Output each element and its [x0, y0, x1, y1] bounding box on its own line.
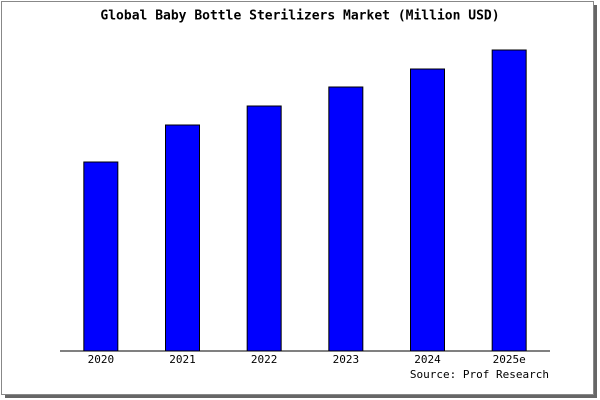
bar [165, 124, 200, 352]
x-tick-label: 2021 [169, 353, 196, 366]
x-tick-label: 2024 [414, 353, 441, 366]
x-tick-label: 2022 [251, 353, 278, 366]
chart-title: Global Baby Bottle Sterilizers Market (M… [100, 9, 499, 24]
x-tick-label: 2025e [493, 353, 526, 366]
bar [328, 86, 364, 352]
x-tick-label: 2023 [333, 353, 360, 366]
bar [246, 105, 282, 352]
bar [410, 68, 445, 352]
bar [83, 161, 119, 352]
bar [491, 49, 527, 352]
x-tick-label: 2020 [88, 353, 115, 366]
source-note: Source: Prof Research [410, 368, 549, 381]
